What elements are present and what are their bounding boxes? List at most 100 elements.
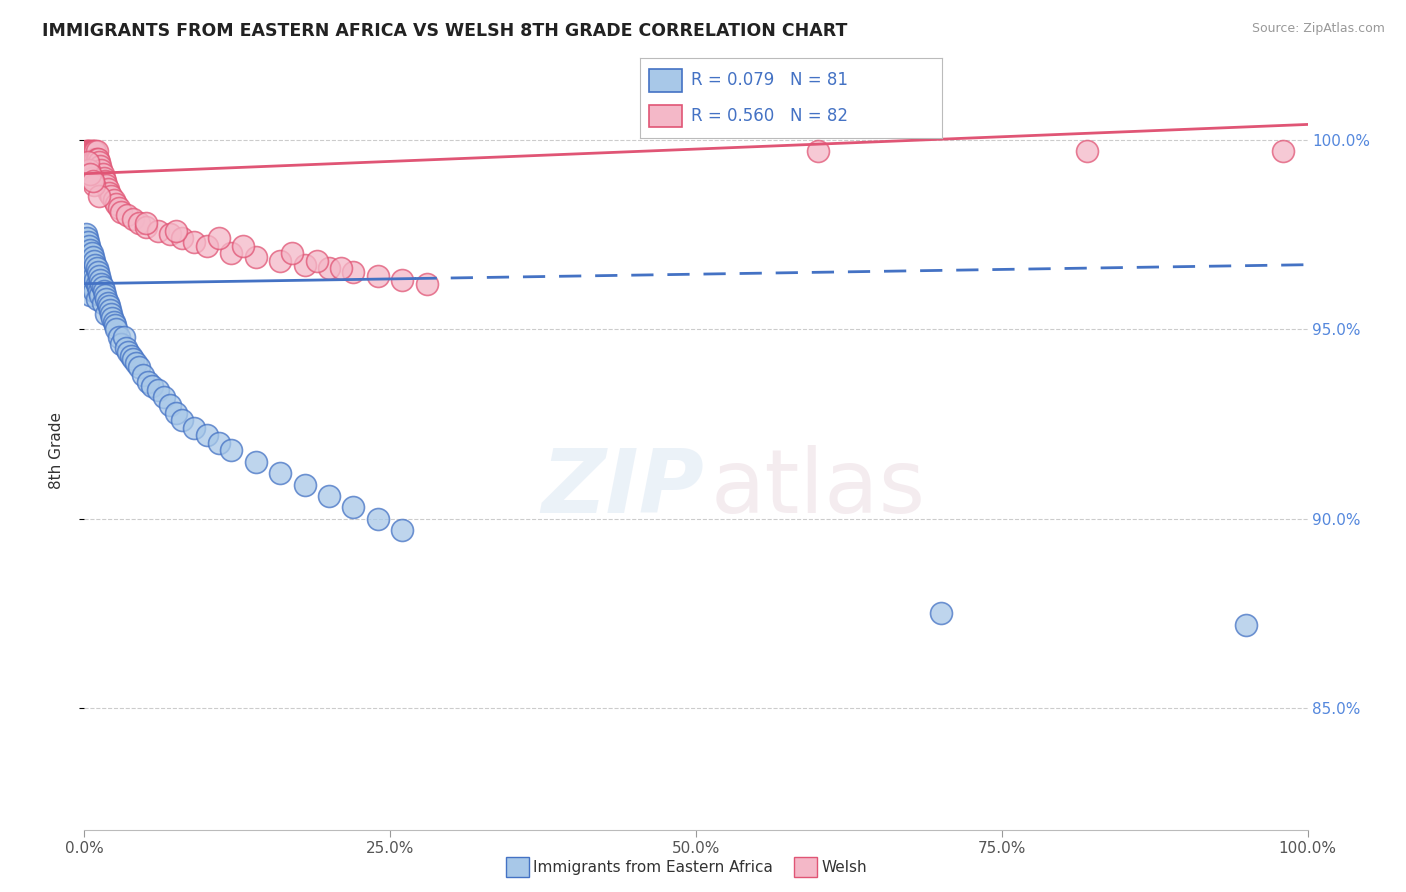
Point: [80, 144, 103, 158]
Point: [87, 268, 110, 283]
Point: [342, 265, 364, 279]
Point: [79, 167, 101, 181]
Point: [97, 186, 120, 200]
Point: [245, 455, 267, 469]
Point: [146, 383, 169, 397]
Bar: [648, 104, 682, 127]
Point: [105, 197, 128, 211]
Point: [115, 208, 138, 222]
Point: [89, 159, 111, 173]
Point: [125, 356, 148, 370]
Point: [83, 178, 105, 192]
Point: [101, 310, 124, 325]
Point: [122, 352, 145, 367]
Point: [77, 238, 100, 252]
Point: [367, 268, 389, 283]
Point: [79, 288, 101, 302]
Point: [110, 337, 132, 351]
Point: [269, 466, 291, 480]
Point: [208, 231, 231, 245]
Point: [77, 159, 100, 173]
Point: [84, 273, 107, 287]
Point: [83, 152, 105, 166]
Point: [159, 398, 181, 412]
Text: IMMIGRANTS FROM EASTERN AFRICA VS WELSH 8TH GRADE CORRELATION CHART: IMMIGRANTS FROM EASTERN AFRICA VS WELSH …: [42, 22, 848, 40]
Point: [84, 152, 107, 166]
Point: [929, 607, 952, 621]
Point: [100, 307, 122, 321]
Point: [82, 152, 104, 166]
Point: [97, 295, 120, 310]
Point: [75, 167, 97, 181]
Point: [77, 159, 100, 173]
Point: [75, 243, 97, 257]
Point: [83, 144, 105, 158]
Point: [75, 144, 97, 158]
Point: [1272, 144, 1295, 158]
Point: [80, 277, 103, 291]
Point: [87, 189, 110, 203]
Point: [77, 152, 100, 166]
Point: [219, 443, 242, 458]
Point: [1236, 617, 1258, 632]
Point: [77, 144, 100, 158]
Point: [165, 405, 187, 419]
Point: [342, 500, 364, 515]
Point: [208, 435, 231, 450]
Point: [105, 322, 128, 336]
Point: [87, 280, 110, 294]
Point: [77, 155, 100, 169]
Point: [75, 227, 97, 242]
Text: R = 0.560   N = 82: R = 0.560 N = 82: [692, 107, 848, 125]
Point: [86, 159, 108, 173]
Point: [219, 246, 242, 260]
Point: [77, 152, 100, 166]
Point: [77, 250, 100, 264]
Point: [76, 246, 98, 260]
Point: [76, 144, 98, 158]
Point: [136, 375, 159, 389]
Point: [77, 268, 100, 283]
Point: [75, 258, 97, 272]
Point: [82, 174, 104, 188]
Point: [86, 292, 108, 306]
Point: [141, 379, 163, 393]
Text: R = 0.079   N = 81: R = 0.079 N = 81: [692, 71, 848, 89]
Text: Source: ZipAtlas.com: Source: ZipAtlas.com: [1251, 22, 1385, 36]
Point: [82, 250, 104, 264]
Point: [76, 167, 98, 181]
Point: [76, 152, 98, 166]
Point: [195, 238, 218, 252]
Point: [91, 280, 114, 294]
Point: [96, 292, 118, 306]
Point: [79, 258, 101, 272]
Point: [80, 170, 103, 185]
Point: [96, 178, 118, 192]
Point: [98, 303, 121, 318]
Point: [318, 261, 340, 276]
Point: [77, 235, 100, 249]
Point: [79, 243, 101, 257]
Point: [80, 159, 103, 173]
Point: [82, 265, 104, 279]
Point: [172, 231, 194, 245]
Point: [232, 238, 254, 252]
Point: [245, 250, 267, 264]
Point: [94, 288, 117, 302]
Point: [269, 253, 291, 268]
Point: [84, 144, 107, 158]
Point: [79, 159, 101, 173]
Point: [79, 273, 101, 287]
Point: [79, 144, 101, 158]
Point: [97, 182, 120, 196]
Point: [153, 390, 176, 404]
Point: [76, 159, 98, 173]
Text: atlas: atlas: [710, 445, 927, 532]
Point: [183, 235, 205, 249]
Point: [120, 349, 142, 363]
Point: [86, 261, 108, 276]
Point: [86, 152, 108, 166]
Point: [77, 144, 100, 158]
Point: [367, 511, 389, 525]
Point: [146, 223, 169, 237]
